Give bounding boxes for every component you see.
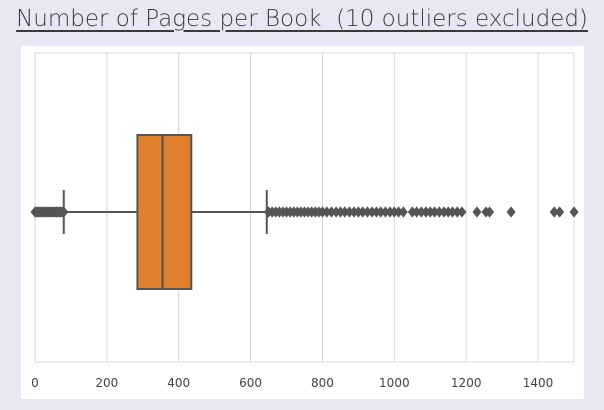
box-plot: 0 200 400 600 800 1000 1200 1400 [30, 52, 579, 390]
box-element [62, 134, 268, 290]
plot-card: 0 200 400 600 800 1000 1200 1400 [21, 46, 584, 399]
x-tick-label: 400 [167, 376, 190, 390]
outlier-point [457, 206, 467, 218]
x-tick-label: 200 [95, 376, 118, 390]
outlier-point [555, 206, 565, 218]
outlier-point [398, 206, 408, 218]
x-tick-label: 0 [31, 376, 39, 390]
outlier-point [485, 206, 495, 218]
iqr-box [136, 134, 193, 290]
x-tick-label: 600 [239, 376, 262, 390]
x-tick-label: 1200 [451, 376, 482, 390]
outlier-points [30, 206, 579, 218]
outlier-point [59, 206, 69, 218]
x-tick-labels: 0 200 400 600 800 1000 1200 1400 [31, 376, 553, 390]
outlier-point [569, 206, 579, 218]
x-tick-label: 1000 [379, 376, 410, 390]
x-tick-label: 800 [311, 376, 334, 390]
x-tick-label: 1400 [523, 376, 554, 390]
chart-title: Number of Pages per Book (10 outliers ex… [16, 6, 588, 32]
outlier-point [506, 206, 516, 218]
outlier-point [472, 206, 482, 218]
